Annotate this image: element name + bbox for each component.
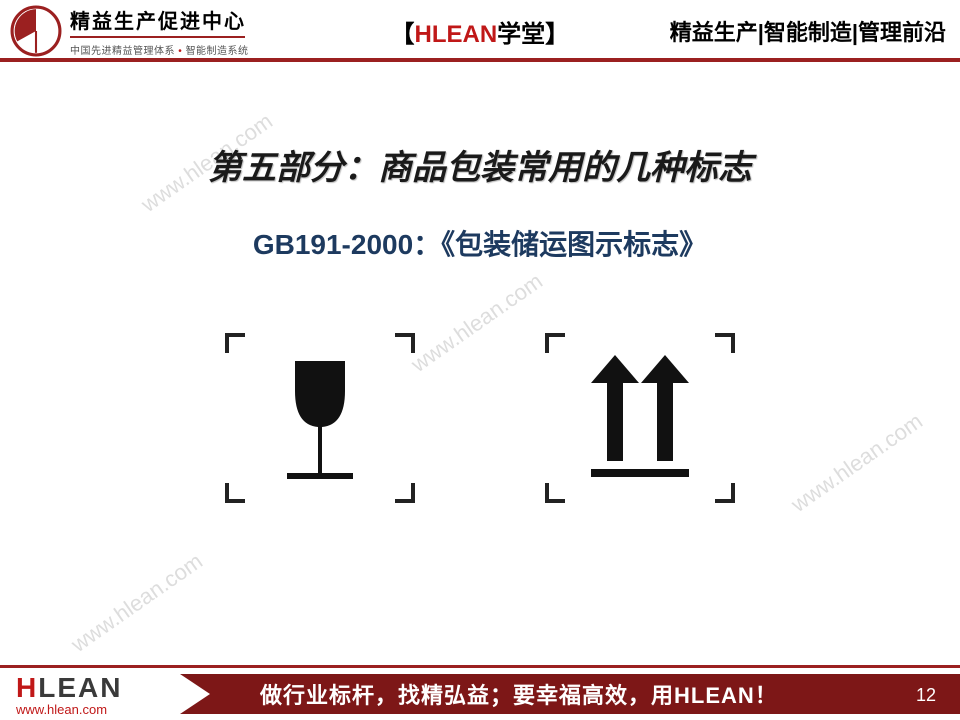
footer: HLEAN www.hlean.com 做行业标杆，找精弘益；要幸福高效，用HL… xyxy=(0,668,960,720)
header-right: 精益生产|智能制造|管理前沿 xyxy=(670,15,950,47)
header: 精益生产促进中心 中国先进精益管理体系 • 智能制造系统 【HLEAN学堂】 精… xyxy=(0,0,960,58)
logo-title: 精益生产促进中心 xyxy=(70,5,249,34)
icons-row xyxy=(0,333,960,503)
footer-slogan-bar: 做行业标杆，找精弘益；要幸福高效，用HLEAN！ xyxy=(180,674,960,714)
logo-block: 精益生产促进中心 中国先进精益管理体系 • 智能制造系统 xyxy=(10,5,290,57)
page-number: 12 xyxy=(916,685,936,706)
logo-subtitle: 中国先进精益管理体系 • 智能制造系统 xyxy=(70,42,249,57)
footer-logo-text: HLEAN xyxy=(16,672,180,704)
footer-logo: HLEAN www.hlean.com xyxy=(0,672,180,717)
logo-icon xyxy=(10,5,62,57)
header-rule xyxy=(0,58,960,62)
main: 第五部分：商品包装常用的几种标志 GB191-2000：《包装储运图示标志》 xyxy=(0,90,960,503)
this-way-up-icon xyxy=(545,333,735,503)
footer-url: www.hlean.com xyxy=(16,702,180,717)
subtitle: GB191-2000：《包装储运图示标志》 xyxy=(0,223,960,263)
footer-slogan: 做行业标杆，找精弘益；要幸福高效，用HLEAN！ xyxy=(260,678,778,710)
header-center: 【HLEAN学堂】 xyxy=(290,14,670,49)
logo-divider xyxy=(70,36,245,38)
watermark: www.hlean.com xyxy=(66,548,207,658)
fragile-icon xyxy=(225,333,415,503)
section-title: 第五部分：商品包装常用的几种标志 xyxy=(0,140,960,189)
